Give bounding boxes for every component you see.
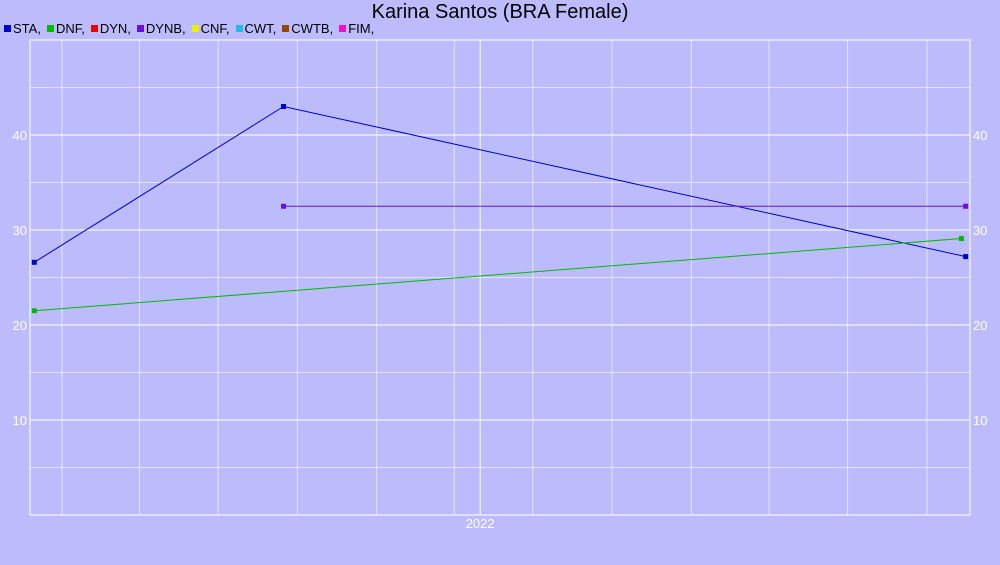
data-point-sta	[31, 259, 37, 265]
series-line-sta	[34, 105, 966, 263]
legend-label: FIM,	[348, 20, 375, 36]
legend-label: CWTB,	[291, 20, 334, 36]
y-tick-label-left: 30	[13, 223, 27, 238]
chart-legend: STA, DNF, DYN, DYNB, CNF, CWT, CWTB, FIM,	[4, 20, 380, 36]
legend-label: CWT,	[244, 20, 277, 36]
legend-item-dyn: DYN,	[90, 20, 131, 36]
legend-item-cnf: CNF,	[191, 20, 230, 36]
y-tick-label-right: 40	[973, 128, 987, 143]
legend-item-fim: FIM,	[339, 21, 374, 36]
data-point-sta	[963, 254, 969, 260]
legend-item-cwt: CWT,	[235, 20, 277, 36]
y-tick-label-left: 20	[13, 318, 27, 333]
legend-label: DYN,	[99, 20, 131, 36]
y-tick-label-right: 30	[973, 223, 987, 238]
legend-item-sta: STA,	[4, 21, 41, 36]
data-point-sta	[281, 104, 287, 109]
x-tick-label: 2022	[466, 516, 495, 531]
series-line-dnf	[34, 238, 962, 312]
legend-swatch	[136, 24, 144, 32]
legend-label: DYNB,	[145, 20, 186, 36]
legend-item-cwtb: CWTB,	[282, 21, 333, 36]
legend-label: CNF,	[200, 20, 230, 36]
legend-swatch	[235, 24, 243, 32]
legend-item-dynb: DYNB,	[136, 20, 186, 36]
legend-swatch	[46, 24, 54, 32]
chart-title: Karina Santos (BRA Female)	[371, 1, 629, 23]
legend-swatch	[282, 24, 290, 32]
legend-item-dnf: DNF,	[46, 20, 85, 36]
legend-label: STA,	[13, 20, 41, 36]
y-tick-label-right: 20	[973, 318, 987, 333]
data-point-dynb	[281, 203, 287, 209]
y-tick-label-left: 40	[13, 128, 27, 143]
legend-label: DNF,	[55, 20, 85, 36]
data-point-dnf	[958, 236, 964, 242]
legend-swatch	[4, 24, 11, 32]
data-point-dnf	[31, 308, 37, 314]
legend-swatch	[191, 24, 199, 32]
legend-swatch	[90, 24, 98, 32]
legend-swatch	[339, 24, 347, 32]
y-tick-label-right: 10	[973, 413, 987, 428]
data-point-dynb	[963, 203, 969, 209]
y-tick-label-left: 10	[13, 413, 27, 428]
